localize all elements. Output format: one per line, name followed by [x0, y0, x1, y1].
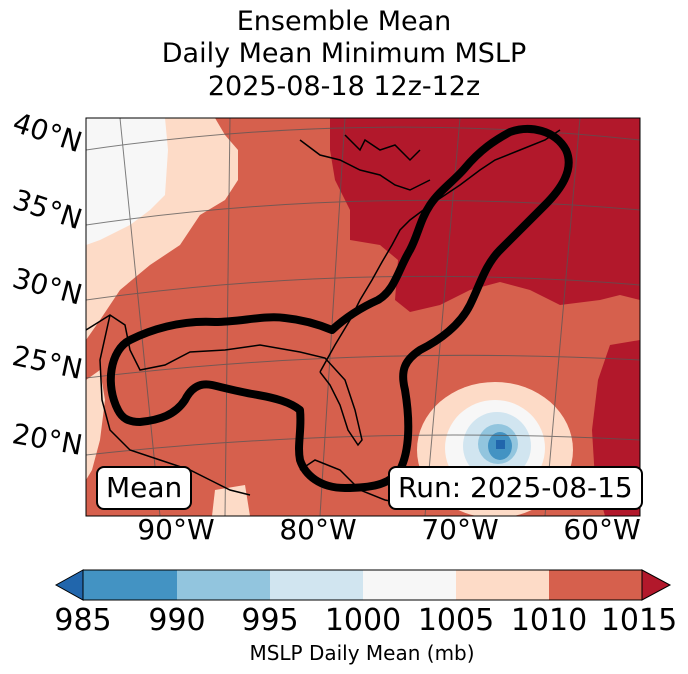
title-line-1: Ensemble Mean	[236, 6, 452, 37]
colorbar-bin-1000-1005	[363, 570, 456, 600]
coastlines	[86, 129, 561, 506]
gridlines	[86, 118, 640, 516]
colorbar-bin-1005-1010	[456, 570, 549, 600]
colorbar-tick-1000: 1000	[324, 603, 402, 638]
lon-label-60w: 60°W	[563, 513, 641, 546]
probability-contour	[106, 125, 573, 492]
colorbar-label: MSLP Daily Mean (mb)	[249, 641, 475, 665]
pressure-field-1005-1010-sw	[86, 370, 105, 480]
lon-label-80w: 80°W	[279, 513, 357, 546]
colorbar-tick-995: 995	[241, 603, 299, 638]
title-line-2: Daily Mean Minimum MSLP	[161, 38, 527, 69]
colorbar-tick-990: 990	[148, 603, 206, 638]
colorbar-extend-low	[54, 569, 84, 601]
colorbar-bin-990-995	[177, 570, 270, 600]
pressure-field-1000-1005-nw	[86, 118, 168, 245]
colorbar-tick-1015: 1015	[600, 603, 678, 638]
colorbar-bin-985-990	[83, 570, 177, 600]
colorbar-bin-995-1000	[270, 570, 363, 600]
colorbar-frame	[82, 569, 643, 601]
lon-label-70w: 70°W	[421, 513, 499, 546]
map-panel	[86, 118, 640, 516]
colorbar-bin-1010-1015	[549, 570, 642, 600]
low-center	[496, 440, 505, 449]
lon-label-90w: 90°W	[137, 513, 215, 546]
colorbar-tick-1010: 1010	[510, 603, 588, 638]
colorbar-tick-1005: 1005	[417, 603, 495, 638]
run-date-box: Run: 2025-08-15	[388, 466, 643, 510]
pressure-field-above-1015-ne	[330, 118, 640, 312]
colorbar	[54, 569, 672, 601]
map-frame	[85, 117, 641, 517]
colorbar-tick-985: 985	[54, 603, 112, 638]
mean-label-box: Mean	[96, 466, 193, 510]
colorbar-extend-high	[641, 569, 672, 601]
title-line-3: 2025-08-18 12z-12z	[207, 71, 481, 102]
